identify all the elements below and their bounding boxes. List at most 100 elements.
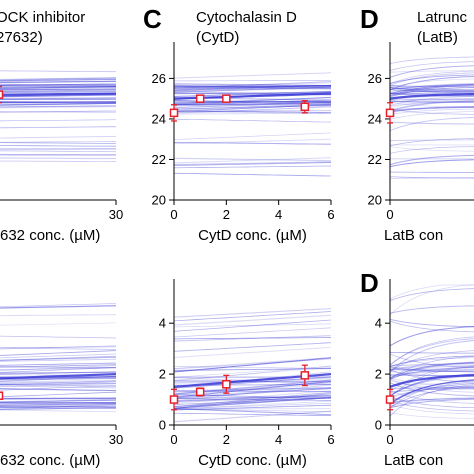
x-tick-label: 2 <box>223 432 230 447</box>
model-line <box>390 146 474 154</box>
model-line <box>174 85 331 89</box>
x-axis-label: 632 conc. (µM) <box>0 452 100 469</box>
y-tick-label: 4 <box>159 316 166 331</box>
model-line <box>174 84 331 91</box>
model-line <box>390 381 474 409</box>
model-line <box>174 157 331 162</box>
data-point <box>222 94 231 103</box>
model-line <box>0 77 116 81</box>
model-line <box>174 83 331 87</box>
model-line <box>390 379 474 405</box>
model-line <box>390 380 474 404</box>
model-line <box>0 388 116 392</box>
model-line <box>0 83 116 86</box>
model-line <box>390 86 474 94</box>
data-point <box>222 380 231 389</box>
model-line <box>174 327 331 338</box>
model-line <box>0 102 116 106</box>
model-line <box>0 119 116 122</box>
model-line <box>390 84 474 95</box>
model-line <box>390 91 474 96</box>
model-line <box>390 351 474 354</box>
model-line <box>390 87 474 94</box>
panel-C_bottom: 0 2 4 0 2 4 6 CytD conc. (µM) <box>159 279 335 469</box>
model-line <box>174 86 331 92</box>
model-line <box>0 384 116 391</box>
model-line <box>390 111 474 120</box>
model-line <box>390 70 474 73</box>
model-line <box>174 397 331 409</box>
model-line <box>174 391 331 408</box>
model-line <box>390 146 474 152</box>
model-line <box>390 361 474 379</box>
model-line <box>174 81 331 89</box>
model-line <box>0 372 116 374</box>
model-line <box>390 85 474 88</box>
panel-title-line: (LatB) <box>417 29 458 46</box>
model-line <box>174 396 331 399</box>
data-point <box>0 391 4 400</box>
x-axis-label: LatB con <box>384 452 443 469</box>
data-point <box>195 387 205 397</box>
model-line <box>390 398 474 409</box>
model-line <box>0 363 116 366</box>
x-axis-label: CytD conc. (µM) <box>198 227 307 244</box>
model-line <box>174 86 331 93</box>
model-line <box>0 322 116 326</box>
model-line <box>174 357 331 370</box>
model-line <box>390 56 474 65</box>
model-line <box>390 87 474 92</box>
model-line <box>174 72 331 79</box>
model-line <box>0 371 116 375</box>
model-line <box>390 365 474 393</box>
model-line <box>0 142 116 145</box>
model-line <box>390 384 474 417</box>
model-line <box>0 345 116 350</box>
model-line <box>0 101 116 104</box>
model-line <box>0 102 116 104</box>
model-line <box>0 70 116 73</box>
model-line <box>174 404 331 411</box>
model-line <box>174 393 331 409</box>
model-line <box>0 110 116 113</box>
model-line <box>390 72 474 86</box>
panel-B_bottom: 30 632 conc. (µM) <box>0 303 123 469</box>
model-line <box>0 101 116 103</box>
model-line <box>390 336 474 366</box>
model-line <box>0 404 116 407</box>
model-line <box>390 121 474 125</box>
model-line <box>174 337 331 340</box>
x-tick-label: 2 <box>223 207 230 222</box>
model-line <box>0 86 116 88</box>
model-line <box>0 101 116 104</box>
model-line <box>0 89 116 92</box>
model-line <box>174 162 331 166</box>
model-line <box>0 86 116 90</box>
model-line <box>390 320 474 333</box>
model-line <box>0 376 116 380</box>
model-line <box>0 355 116 361</box>
panel-B_top: 30 632 conc. (µM) OCK inhibitor 27632) <box>0 9 123 244</box>
model-line <box>390 383 474 404</box>
model-trajectories <box>0 70 116 163</box>
model-line <box>390 95 474 106</box>
model-line <box>0 153 116 156</box>
model-line <box>0 405 116 408</box>
panel-title-line: 27632) <box>0 29 43 46</box>
model-line <box>390 89 474 93</box>
model-line <box>174 396 331 409</box>
data-point <box>0 90 4 99</box>
model-line <box>174 84 331 88</box>
model-line <box>390 366 474 380</box>
model-line <box>390 377 474 388</box>
model-line <box>390 82 474 93</box>
model-line <box>0 377 116 381</box>
model-line <box>0 88 116 91</box>
model-line <box>174 161 331 166</box>
model-line <box>390 390 474 404</box>
model-line <box>390 100 474 103</box>
model-line <box>390 95 474 100</box>
model-line <box>390 412 474 419</box>
model-line <box>0 350 116 356</box>
model-line <box>174 118 331 123</box>
